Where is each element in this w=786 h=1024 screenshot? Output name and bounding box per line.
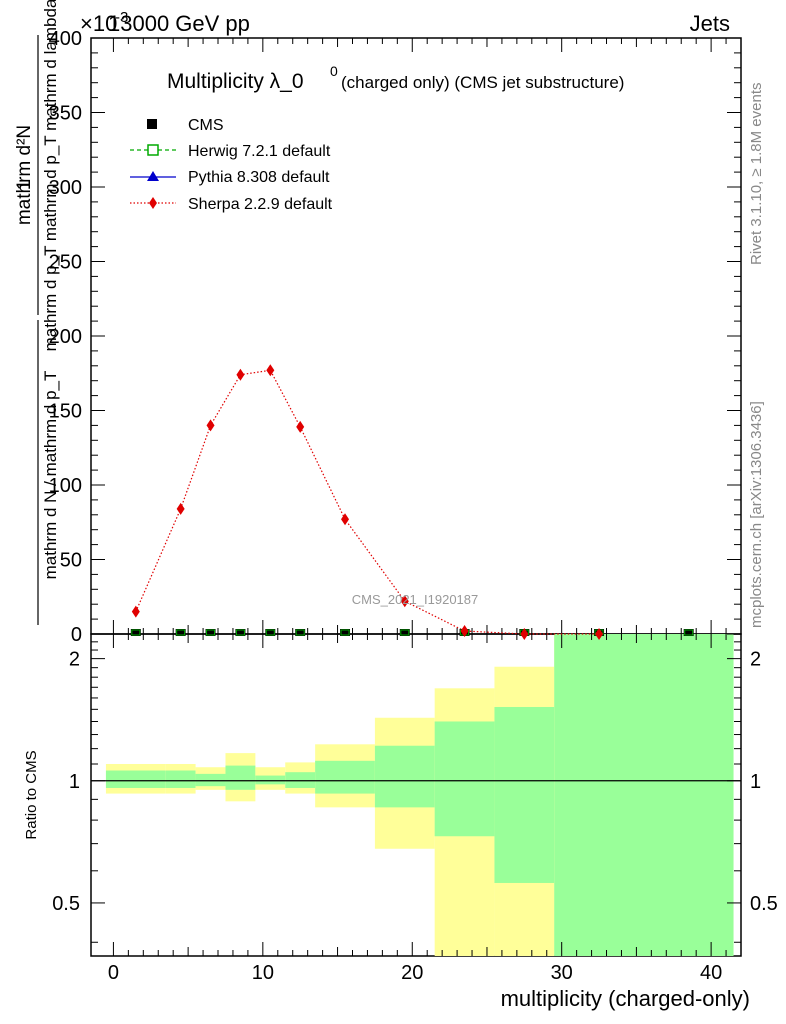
y-tick-label-main: 50 [60, 550, 82, 572]
ratio-band-green [225, 765, 256, 790]
herwig-point [176, 629, 186, 636]
ratio-band-green [285, 772, 316, 788]
sherpa-point [236, 368, 245, 381]
header-left: 13000 GeV pp [108, 11, 250, 36]
x-tick-label: 30 [551, 962, 573, 984]
cms-point [265, 629, 276, 636]
ylabel-numerator: mathrm d²N [14, 125, 35, 225]
sherpa-point [460, 625, 469, 638]
herwig-point [265, 629, 275, 636]
y-tick-label-ratio-left: 2 [69, 649, 80, 671]
ylabel-main: 1 mathrm d N / mathrm d p_T mathrm d²N m… [14, 0, 60, 625]
sherpa-point [400, 595, 409, 608]
sherpa-point [266, 364, 275, 377]
legend-marker-pythia [147, 171, 159, 181]
ratio-band-green [434, 721, 495, 837]
y-tick-label-main: 400 [49, 28, 82, 50]
chart-title-note: (charged only) (CMS jet substructure) [341, 73, 624, 92]
x-tick-label: 0 [108, 962, 119, 984]
ylabel-ratio: Ratio to CMS [23, 750, 40, 839]
axis-ticks [91, 37, 741, 956]
y-tick-label-main: 150 [49, 401, 82, 423]
x-tick-label: 10 [252, 962, 274, 984]
cms-point [205, 629, 216, 636]
ratio-band-green [374, 745, 435, 808]
sherpa-point [520, 628, 529, 640]
legend-label-cms: CMS [188, 117, 224, 134]
x-tick-label: 20 [401, 962, 423, 984]
y-tick-label-main: 200 [49, 326, 82, 348]
chart-title-sup: 0 [330, 63, 338, 79]
sherpa-point [296, 420, 305, 433]
y-tick-label-main: 350 [49, 103, 82, 125]
herwig-point [295, 629, 305, 636]
herwig-point [400, 629, 410, 636]
cms-point [399, 629, 410, 636]
y-tick-label-main: 0 [71, 624, 82, 646]
cms-point [175, 629, 186, 636]
cms-point [683, 629, 694, 636]
ratio-band-green [165, 770, 196, 788]
herwig-point [235, 629, 245, 636]
legend-label-pythia: Pythia 8.308 default [188, 169, 330, 186]
sherpa-point [595, 628, 604, 640]
header-right: Jets [690, 11, 730, 36]
ratio-band-green [315, 760, 375, 794]
mcplots-label: mcplots.cern.ch [arXiv:1306.3436] [748, 401, 765, 628]
legend: CMS Herwig 7.2.1 default Pythia 8.308 de… [130, 117, 333, 213]
xlabel: multiplicity (charged-only) [501, 986, 750, 1011]
herwig-point [684, 629, 694, 636]
y-tick-label-ratio-right: 1 [750, 771, 761, 793]
chart-title: Multiplicity λ_0 [167, 70, 304, 93]
herwig-point [340, 629, 350, 636]
rivet-label: Rivet 3.1.10, ≥ 1.8M events [748, 83, 765, 266]
sherpa-point [176, 502, 185, 515]
cms-point [235, 629, 246, 636]
ylabel-denominator: mathrm d p_T mathrm d p_T mathrm d lambd… [41, 0, 60, 351]
ratio-panel-frame [90, 633, 742, 957]
ratio-band-green [255, 775, 286, 785]
herwig-point [131, 629, 141, 636]
series-layer [130, 364, 694, 640]
x-tick-label: 40 [700, 962, 722, 984]
ratio-band-green [494, 706, 555, 883]
herwig-point [206, 629, 216, 636]
y-tick-label-main: 100 [49, 475, 82, 497]
cms-point [340, 629, 351, 636]
sherpa-point [131, 605, 140, 618]
y-tick-label-main: 300 [49, 177, 82, 199]
exponent-label: ×10 [80, 11, 117, 36]
sherpa-point [341, 513, 350, 526]
cms-point [295, 629, 306, 636]
cms-point [130, 629, 141, 636]
analysis-watermark: CMS_2021_I1920187 [352, 592, 479, 607]
exponent-power: -3 [115, 9, 128, 26]
legend-label-sherpa: Sherpa 2.2.9 default [188, 196, 333, 213]
legend-marker-sherpa [149, 197, 157, 209]
legend-marker-herwig [147, 144, 159, 156]
ratio-bands [105, 634, 734, 956]
ratio-band-green [105, 770, 166, 788]
legend-label-herwig: Herwig 7.2.1 default [188, 143, 331, 160]
ylabel-prefix-numerator: 1 [14, 180, 35, 191]
y-tick-label-ratio-right: 0.5 [750, 893, 778, 915]
y-tick-label-ratio-right: 2 [750, 649, 761, 671]
ratio-band-green [554, 634, 734, 956]
y-tick-label-main: 250 [49, 252, 82, 274]
y-tick-label-ratio-left: 1 [69, 771, 80, 793]
ylabel-prefix-denominator: mathrm d N / mathrm d p_T [41, 371, 60, 580]
y-tick-label-ratio-left: 0.5 [52, 893, 80, 915]
ratio-band-green [195, 773, 226, 787]
legend-marker-cms [147, 119, 157, 129]
sherpa-point [206, 419, 215, 432]
